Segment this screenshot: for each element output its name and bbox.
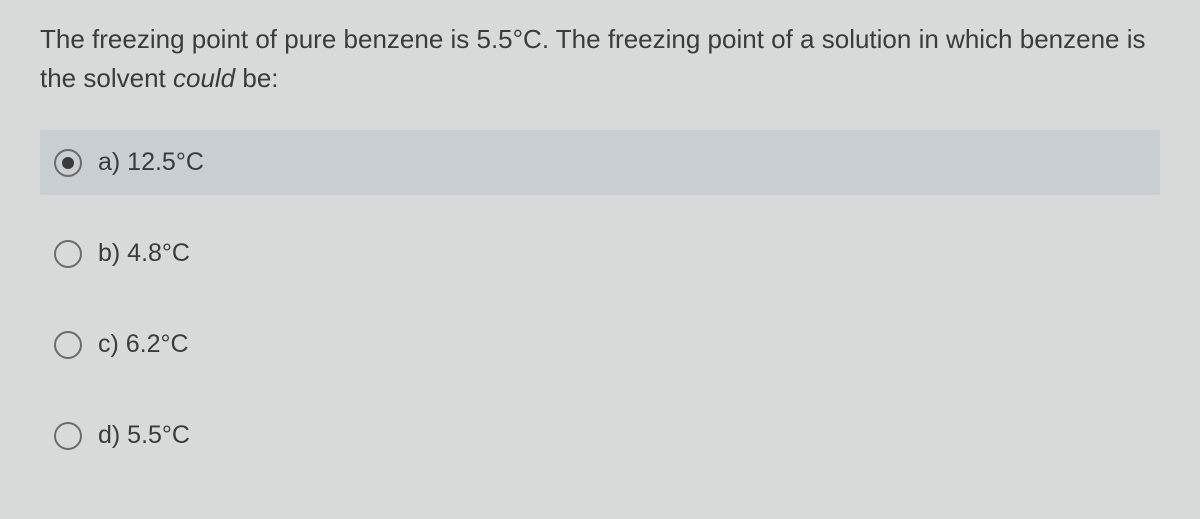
radio-icon bbox=[54, 331, 82, 359]
radio-icon bbox=[54, 149, 82, 177]
radio-icon bbox=[54, 422, 82, 450]
option-label: d) 5.5°C bbox=[98, 421, 190, 450]
option-d[interactable]: d) 5.5°C bbox=[40, 403, 1160, 468]
question-suffix: be: bbox=[235, 63, 278, 93]
question-text: The freezing point of pure benzene is 5.… bbox=[40, 20, 1160, 98]
question-italic: could bbox=[173, 63, 235, 93]
option-a[interactable]: a) 12.5°C bbox=[40, 130, 1160, 195]
options-group: a) 12.5°C b) 4.8°C c) 6.2°C d) 5.5°C bbox=[40, 130, 1160, 494]
option-label: b) 4.8°C bbox=[98, 239, 190, 268]
radio-icon bbox=[54, 240, 82, 268]
option-c[interactable]: c) 6.2°C bbox=[40, 312, 1160, 377]
option-label: c) 6.2°C bbox=[98, 330, 189, 359]
option-label: a) 12.5°C bbox=[98, 148, 204, 177]
option-b[interactable]: b) 4.8°C bbox=[40, 221, 1160, 286]
